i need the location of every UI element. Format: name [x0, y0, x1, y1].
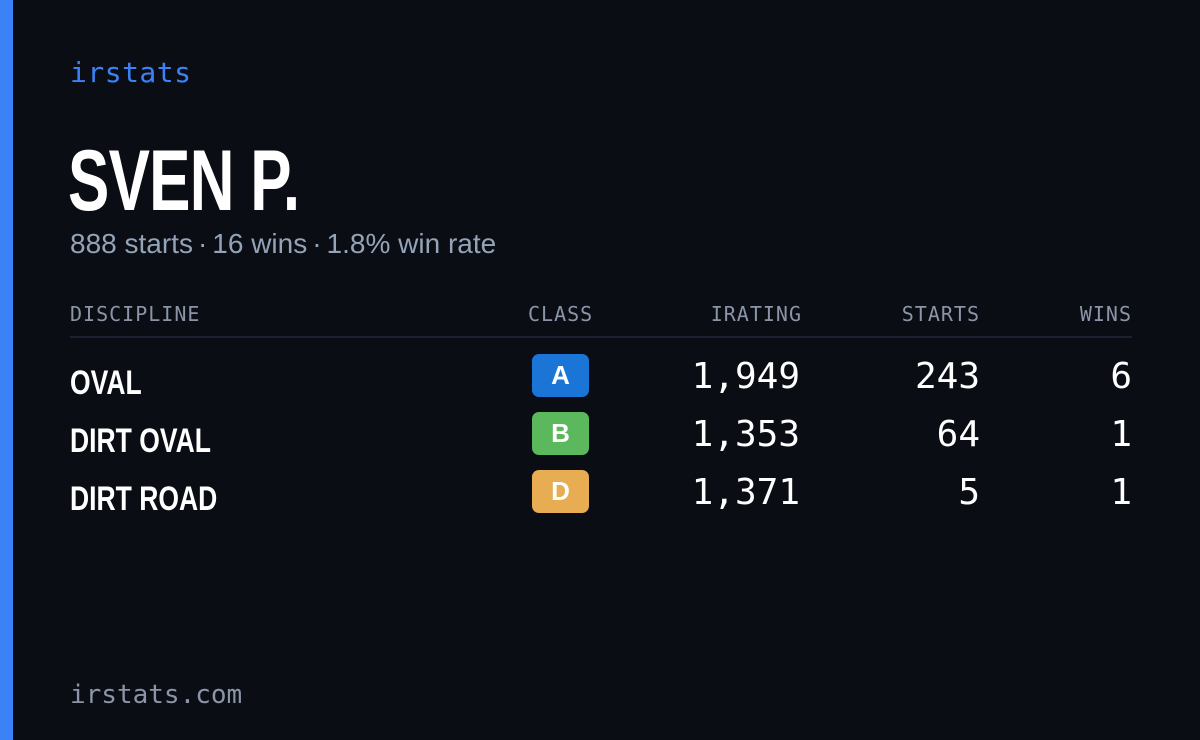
starts-value: 5	[958, 472, 980, 513]
table-row: DIRT ROAD D 1,371 5 1	[70, 470, 1132, 528]
driver-summary: 888 starts · 16 wins · 1.8% win rate	[70, 228, 496, 260]
accent-bar	[0, 0, 13, 740]
brand-logo: irstats	[70, 56, 192, 89]
footer-url: irstats.com	[70, 680, 243, 710]
table-row: OVAL A 1,949 243 6	[70, 354, 1132, 412]
class-badge: D	[532, 470, 589, 513]
header-discipline: DISCIPLINE	[70, 302, 201, 326]
irating-value: 1,371	[691, 472, 800, 513]
header-class: CLASS	[528, 302, 594, 326]
irating-value: 1,949	[691, 356, 800, 397]
summary-starts: 888 starts	[70, 228, 193, 259]
header-starts: STARTS	[901, 302, 980, 326]
driver-name: SVEN P.	[68, 133, 300, 229]
header-wins: WINS	[1079, 302, 1132, 326]
wins-value: 6	[1110, 356, 1132, 397]
starts-value: 64	[936, 414, 980, 455]
table-header: DISCIPLINE CLASS IRATING STARTS WINS	[70, 300, 1132, 338]
discipline-name: DIRT OVAL	[70, 422, 211, 460]
summary-separator: ·	[197, 228, 208, 259]
discipline-name: DIRT ROAD	[70, 480, 218, 518]
summary-wins: 16 wins	[212, 228, 308, 259]
wins-value: 1	[1110, 414, 1132, 455]
starts-value: 243	[914, 356, 980, 397]
discipline-name: OVAL	[70, 364, 142, 402]
summary-separator: ·	[312, 228, 322, 259]
table-row: DIRT OVAL B 1,353 64 1	[70, 412, 1132, 470]
class-badge: A	[532, 354, 589, 397]
class-badge: B	[532, 412, 589, 455]
header-irating: IRATING	[710, 302, 802, 326]
summary-win-rate: 1.8% win rate	[326, 228, 497, 259]
wins-value: 1	[1110, 472, 1132, 513]
irating-value: 1,353	[691, 414, 800, 455]
